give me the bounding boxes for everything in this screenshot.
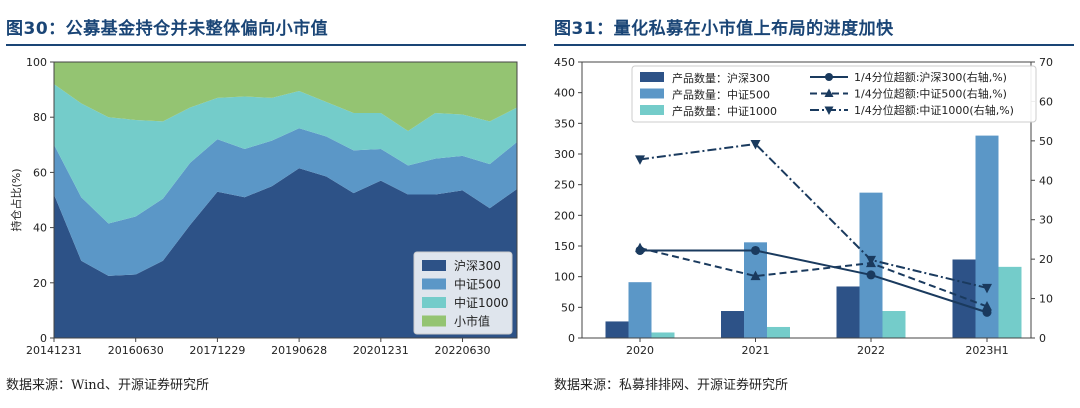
left-plot-frame <box>53 61 518 339</box>
bar-1-2020 <box>605 321 629 338</box>
right-y-tick-label: 300 <box>554 148 575 161</box>
bar-3-2021 <box>767 326 790 338</box>
left-legend-swatch <box>422 278 446 290</box>
right-plot-frame <box>581 61 1032 339</box>
left-title-rule <box>6 44 526 46</box>
line-2-marker <box>750 270 761 281</box>
right-legend-line-label: 1/4分位超额:中证1000(右轴,%) <box>854 103 1014 117</box>
right-y-tick-label: 450 <box>554 56 575 69</box>
right-legend-line-label: 1/4分位超额:中证500(右轴,%) <box>854 87 1007 101</box>
right-y-tick-label: 150 <box>554 240 575 253</box>
left-x-tick-label: 20141231 <box>26 344 82 357</box>
right-legend-bar-label: 产品数量：沪深300 <box>672 71 770 85</box>
bar-1-2022 <box>836 286 860 338</box>
right-legend-marker <box>824 88 834 97</box>
left-legend-swatch <box>422 315 446 327</box>
line-series-1 <box>640 249 988 314</box>
line-3-marker <box>866 255 876 266</box>
right-y-tick-label: 350 <box>554 117 575 130</box>
left-y-tick-label: 80 <box>33 111 47 124</box>
left-y-tick-label: 40 <box>33 222 47 235</box>
right-legend-bar-swatch <box>640 105 664 115</box>
right-y2-tick-label: 60 <box>1039 95 1053 108</box>
left-legend-label: 沪深300 <box>454 259 501 273</box>
right-y2-tick-label: 10 <box>1039 293 1053 306</box>
right-legend-bar-swatch <box>640 72 664 82</box>
left-legend-swatch <box>422 297 446 308</box>
area-series-4 <box>54 62 517 131</box>
line-1-marker <box>866 270 876 280</box>
right-legend-marker <box>825 73 833 81</box>
right-legend-marker <box>824 106 834 115</box>
right-x-tick-label: 2020 <box>626 344 654 357</box>
left-x-tick-label: 20160630 <box>108 344 164 357</box>
line-series-2 <box>639 247 988 308</box>
right-y-tick-label: 50 <box>561 301 575 314</box>
right-y-tick-label: 0 <box>568 332 575 345</box>
bar-1-2021 <box>721 311 744 338</box>
left-x-tick-label: 20171229 <box>189 344 245 357</box>
right-title-rule <box>554 44 1074 46</box>
bar-3-2023H1 <box>998 266 1022 338</box>
area-series-3 <box>54 84 517 224</box>
left-legend-box <box>413 251 513 335</box>
right-y2-tick-label: 40 <box>1039 174 1053 187</box>
right-y2-tick-label: 50 <box>1039 135 1053 148</box>
right-y2-tick-label: 0 <box>1039 332 1046 345</box>
bar-2-2021 <box>744 242 767 338</box>
line-2-marker <box>635 242 645 253</box>
right-x-tick-label: 2023H1 <box>965 344 1008 357</box>
line-1-marker <box>751 245 760 255</box>
line-3-marker <box>635 155 645 165</box>
right-legend-bar-label: 产品数量：中证1000 <box>672 104 777 118</box>
left-source-note: 数据来源：Wind、开源证券研究所 <box>6 378 209 393</box>
bar-2-2020 <box>628 282 652 338</box>
area-series-2 <box>54 128 517 276</box>
left-panel-title: 图30：公募基金持仓并未整体偏向小市值 <box>6 19 329 39</box>
bar-3-2022 <box>882 311 906 338</box>
right-panel-title: 图31：量化私募在小市值上布局的进度加快 <box>554 19 894 39</box>
right-legend-bar-swatch <box>640 88 664 99</box>
right-source-note: 数据来源：私募排排网、开源证券研究所 <box>554 378 789 393</box>
right-y-tick-label: 200 <box>554 209 575 222</box>
left-legend-swatch <box>422 260 446 271</box>
left-legend-label: 小市值 <box>454 314 490 329</box>
right-y2-tick-label: 70 <box>1039 56 1053 69</box>
right-x-tick-label: 2022 <box>857 344 885 357</box>
right-x-tick-label: 2021 <box>742 344 770 357</box>
left-y-tick-label: 20 <box>33 277 47 290</box>
line-3-marker <box>750 140 761 150</box>
left-y-tick-label: 0 <box>40 332 47 345</box>
right-legend-line-label: 1/4分位超额:沪深300(右轴,%) <box>854 70 1007 84</box>
left-legend-label: 中证1000 <box>454 295 509 310</box>
left-legend-label: 中证500 <box>454 277 501 292</box>
right-y2-tick-label: 30 <box>1039 214 1053 227</box>
right-y-tick-label: 100 <box>554 271 575 284</box>
left-x-tick-label: 20220630 <box>435 344 491 357</box>
bar-3-2020 <box>651 332 675 338</box>
right-y-tick-label: 400 <box>554 87 575 100</box>
left-x-tick-label: 20201231 <box>353 344 409 357</box>
line-3-marker <box>982 283 992 294</box>
line-2-marker <box>982 300 992 311</box>
area-series-1 <box>54 168 517 338</box>
line-series-3 <box>639 142 988 289</box>
right-y-tick-label: 250 <box>554 179 575 192</box>
left-y-tick-label: 100 <box>26 56 47 69</box>
left-y-axis-label: 持仓占比(%) <box>9 168 23 231</box>
right-legend-bar-label: 产品数量：中证500 <box>672 88 770 102</box>
right-y2-tick-label: 20 <box>1039 253 1053 266</box>
left-y-tick-label: 60 <box>33 166 47 179</box>
left-x-tick-label: 20190628 <box>271 344 327 357</box>
